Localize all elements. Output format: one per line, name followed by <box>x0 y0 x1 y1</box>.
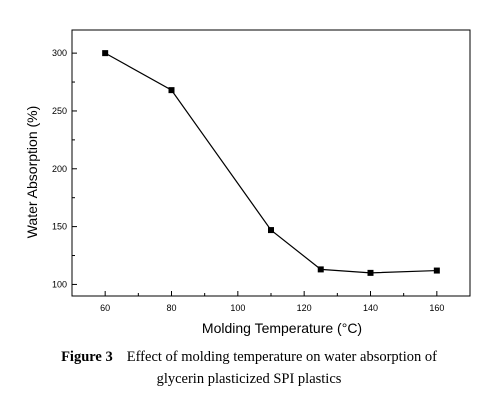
y-tick-label: 100 <box>52 279 67 289</box>
data-point-marker <box>367 269 374 276</box>
figure-label: Figure 3 <box>61 349 113 365</box>
x-tick-label: 120 <box>297 303 312 313</box>
x-axis-label-text: Molding Temperature (°C) <box>202 320 362 336</box>
x-axis: 60 80 100 120 140 160 <box>100 291 444 313</box>
data-point-marker <box>102 50 109 57</box>
x-tick-label: 80 <box>166 303 176 313</box>
caption-text-1: Effect of molding temperature on water a… <box>126 349 437 365</box>
y-axis: 100 150 200 250 300 <box>52 48 77 289</box>
series-line-group <box>102 50 440 276</box>
series-line <box>104 52 437 274</box>
y-axis-label-text: Water Absorption (%) <box>24 106 40 239</box>
y-axis-label: Water Absorption (%) <box>24 106 40 239</box>
x-tick-label: 160 <box>429 303 444 313</box>
data-point-marker <box>317 266 324 273</box>
figure-caption: Figure 3 Effect of molding temperature on… <box>0 346 498 390</box>
data-point-marker <box>168 87 175 94</box>
data-point-marker <box>433 267 440 274</box>
plot-frame <box>71 29 471 297</box>
y-tick-label: 250 <box>52 106 67 116</box>
data-point-marker <box>268 227 274 234</box>
x-tick-label: 60 <box>100 303 110 313</box>
x-tick-label: 100 <box>230 303 245 313</box>
y-tick-label: 200 <box>52 164 67 174</box>
caption-line-2: glycerin plasticized SPI plastics <box>156 371 342 387</box>
y-tick-label: 300 <box>52 48 67 58</box>
caption-line-1: Figure 3 Effect of molding temperature on… <box>0 346 498 368</box>
x-axis-label: Molding Temperature (°C) <box>202 320 362 336</box>
x-tick-label: 140 <box>363 303 378 313</box>
line-chart: 60 80 100 120 140 160 100 150 200 250 300 Molding… <box>24 29 471 336</box>
y-tick-label: 150 <box>52 222 67 232</box>
